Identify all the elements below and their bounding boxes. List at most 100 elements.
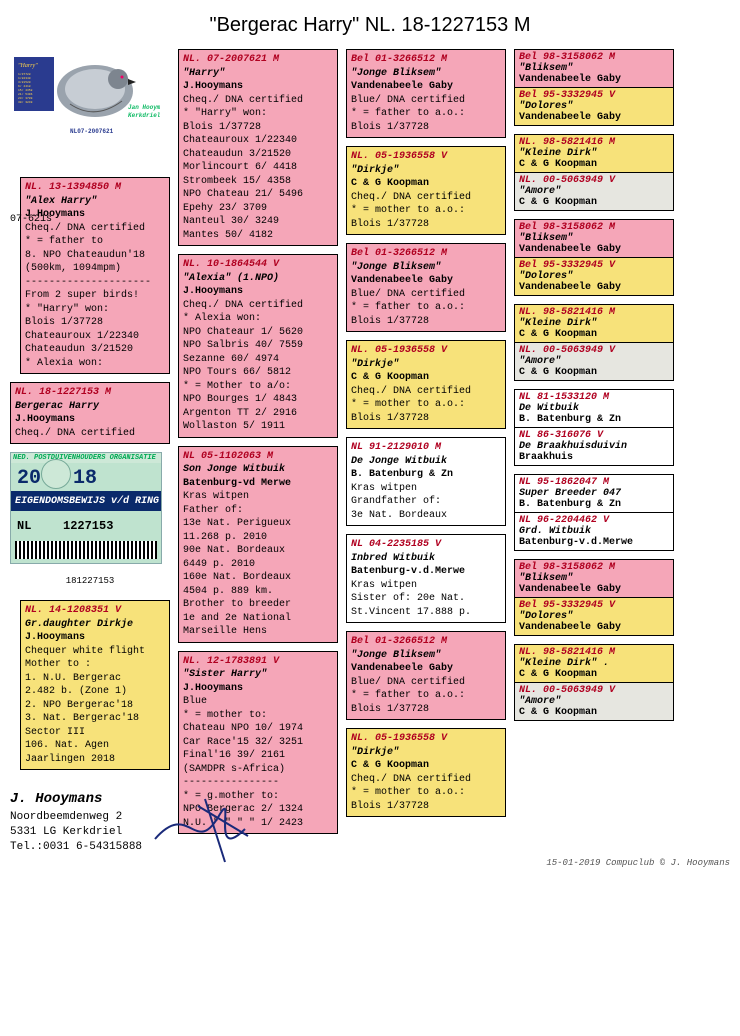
- text-line: Mother to :: [25, 658, 165, 672]
- bird-owner: C & G Koopman: [351, 177, 501, 191]
- text-line: Nanteul 30/ 3249: [183, 215, 333, 229]
- bird-owner: B. Batenburg & Zn: [519, 414, 669, 425]
- pedigree-box: NL. 05-1936558 V"Dirkje"C & G KoopmanChe…: [346, 340, 506, 429]
- text-line: Blue/ DNA certified: [351, 288, 501, 302]
- text-line: Chateaudun 3/21520: [183, 148, 333, 162]
- pedigree-pair: NL 81-1533120 MDe WitbuikB. Batenburg & …: [514, 389, 674, 466]
- bird-name: Inbred Witbuik: [351, 552, 501, 566]
- breeder-city: 5331 LG Kerkdriel: [10, 826, 122, 838]
- column-subject: "Harry" 1/377281/22340 3/215206/ 4418 15…: [10, 49, 170, 856]
- bird-ring: NL. 00-5063949 V: [519, 685, 669, 696]
- text-line: Blue/ DNA certified: [351, 94, 501, 108]
- text-line: Wollaston 5/ 1911: [183, 420, 333, 434]
- bird-ring: Bel 98-3158062 M: [519, 222, 669, 233]
- svg-text:21/ 5496: 21/ 5496: [18, 92, 33, 96]
- bird-ring: NL 04-2235185 V: [351, 538, 501, 552]
- subject-owner: J.Hooymans: [15, 413, 165, 427]
- pedigree-box: NL 95-1862047 MSuper Breeder 047B. Baten…: [514, 474, 674, 513]
- bird-ring: NL 96-2204462 V: [519, 515, 669, 526]
- text-line: Car Race'15 32/ 3251: [183, 736, 333, 750]
- bird-ring: Bel 95-3332945 V: [519, 260, 669, 271]
- bird-owner: Vandenabeele Gaby: [519, 112, 669, 123]
- text-line: Blois 1/37728: [351, 412, 501, 426]
- text-line: Argenton TT 2/ 2916: [183, 407, 333, 421]
- svg-text:NL07-2007621: NL07-2007621: [70, 128, 114, 135]
- text-line: ---------------------: [25, 276, 165, 290]
- pedigree-box: NL. 00-5063949 V"Amore"C & G Koopman: [514, 173, 674, 211]
- bird-ring: NL. 00-5063949 V: [519, 175, 669, 186]
- text-line: * = father to a.o.:: [351, 689, 501, 703]
- bird-name: "Amore": [519, 186, 669, 197]
- pedigree-box: NL. 98-5821416 M"Kleine Dirk"C & G Koopm…: [514, 134, 674, 173]
- pedigree-box: Bel 95-3332945 V"Dolores"Vandenabeele Ga…: [514, 598, 674, 636]
- breeder-address: J. Hooymans Noordbeemdenweg 2 5331 LG Ke…: [10, 790, 170, 856]
- dam-box: NL. 14-1208351 V Gr.daughter Dirkje J.Ho…: [20, 600, 170, 770]
- bird-ring: NL. 00-5063949 V: [519, 345, 669, 356]
- text-line: 6449 p. 2010: [183, 558, 333, 572]
- pedigree-box: Bel 01-3266512 M"Jonge Bliksem"Vandenabe…: [346, 631, 506, 720]
- text-line: Cheq./ DNA certified: [183, 299, 333, 313]
- pedigree-box: Bel 98-3158062 M"Bliksem"Vandenabeele Ga…: [514, 219, 674, 258]
- text-line: * = father to: [25, 235, 165, 249]
- text-line: * = mother to a.o.:: [351, 786, 501, 800]
- bird-name: "Bliksem": [519, 573, 669, 584]
- ringcard-country: NL: [17, 519, 31, 533]
- page-footer: 15-01-2019 Compuclub © J. Hooymans: [10, 858, 730, 868]
- text-line: Cheq./ DNA certified: [183, 94, 333, 108]
- text-line: Marseille Hens: [183, 625, 333, 639]
- bird-owner: Vandenabeele Gaby: [519, 282, 669, 293]
- pedigree-box: Bel 95-3332945 V"Dolores"Vandenabeele Ga…: [514, 88, 674, 126]
- pedigree-pair: NL. 98-5821416 M"Kleine Dirk"C & G Koopm…: [514, 304, 674, 381]
- text-line: Strombeek 15/ 4358: [183, 175, 333, 189]
- bird-name: De Braakhuisduivin: [519, 441, 669, 452]
- text-line: 13e Nat. Perigueux: [183, 517, 333, 531]
- bird-owner: C & G Koopman: [351, 759, 501, 773]
- text-line: * Alexia won:: [25, 357, 165, 371]
- pedigree-box: NL. 98-5821416 M"Kleine Dirk"C & G Koopm…: [514, 304, 674, 343]
- text-line: Sister of: 20e Nat.: [351, 592, 501, 606]
- svg-text:6/ 4418: 6/ 4418: [18, 84, 31, 88]
- bird-ring: NL. 98-5821416 M: [519, 647, 669, 658]
- ringcard-barcode-icon: [15, 541, 157, 559]
- bird-name: "Jonge Bliksem": [351, 261, 501, 275]
- svg-text:1/37728: 1/37728: [18, 72, 31, 76]
- pedigree-box: NL 91-2129010 MDe Jonge WitbuikB. Batenb…: [346, 437, 506, 526]
- column-great-grandparents: Bel 01-3266512 M"Jonge Bliksem"Vandenabe…: [346, 49, 506, 856]
- bird-owner: C & G Koopman: [519, 329, 669, 340]
- text-line: Cheq./ DNA certified: [351, 773, 501, 787]
- text-line: Kras witpen: [183, 490, 333, 504]
- text-line: * = mother to a.o.:: [351, 398, 501, 412]
- text-line: * "Harry" won:: [183, 107, 333, 121]
- text-line: Blois 1/37728: [351, 800, 501, 814]
- text-line: 1. N.U. Bergerac: [25, 672, 165, 686]
- bird-owner: C & G Koopman: [519, 197, 669, 208]
- bird-name: "Dolores": [519, 611, 669, 622]
- text-line: Chateauroux 1/22340: [183, 134, 333, 148]
- subject-box: NL. 18-1227153 M Bergerac Harry J.Hooyma…: [10, 382, 170, 444]
- text-line: 8. NPO Chateaudun'18: [25, 249, 165, 263]
- text-line: Chateaudun 3/21520: [25, 343, 165, 357]
- bird-name: "Amore": [519, 696, 669, 707]
- bird-owner: Vandenabeele Gaby: [351, 274, 501, 288]
- pedigree-pair: NL. 98-5821416 M"Kleine Dirk"C & G Koopm…: [514, 134, 674, 211]
- bird-owner: C & G Koopman: [351, 371, 501, 385]
- bird-ring: Bel 98-3158062 M: [519, 562, 669, 573]
- breeder-street: Noordbeemdenweg 2: [10, 811, 122, 823]
- text-line: Blue: [183, 695, 333, 709]
- breeder-phone: Tel.:0031 6-54315888: [10, 841, 142, 853]
- bird-name: "Dirkje": [351, 358, 501, 372]
- page-title: "Bergerac Harry" NL. 18-1227153 M: [10, 14, 730, 37]
- bird-ring: NL 95-1862047 M: [519, 477, 669, 488]
- text-line: 11.268 p. 2010: [183, 531, 333, 545]
- subject-ring: NL. 18-1227153 M: [15, 386, 165, 400]
- bird-ring: NL. 07-2007621 M: [183, 53, 333, 67]
- bird-ring: Bel 98-3158062 M: [519, 52, 669, 63]
- svg-text:15/ 4358: 15/ 4358: [18, 88, 33, 92]
- pedigree-box: NL. 98-5821416 M"Kleine Dirk" .C & G Koo…: [514, 644, 674, 683]
- text-line: 3. Nat. Bergerac'18: [25, 712, 165, 726]
- text-line: Blois 1/37728: [183, 121, 333, 135]
- text-line: NPO Bourges 1/ 4843: [183, 393, 333, 407]
- pedigree-pair: NL 95-1862047 MSuper Breeder 047B. Baten…: [514, 474, 674, 551]
- pedigree-box: NL 04-2235185 VInbred WitbuikBatenburg-v…: [346, 534, 506, 623]
- bird-owner: C & G Koopman: [519, 367, 669, 378]
